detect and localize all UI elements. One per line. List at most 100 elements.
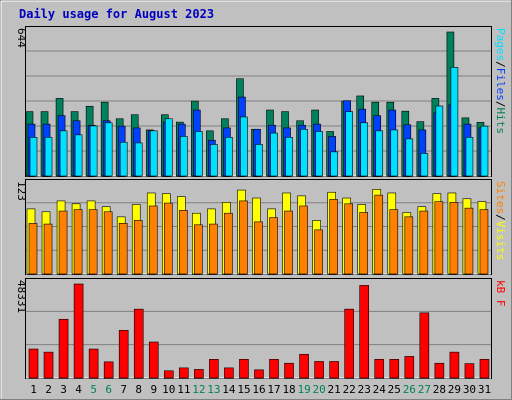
legend-item-sep: / xyxy=(494,101,507,108)
kbytes-bar xyxy=(404,356,415,379)
pages-bar xyxy=(435,105,444,177)
x-tick-label: 3 xyxy=(60,383,67,396)
y-max-label-middle: 123 xyxy=(15,181,28,201)
x-tick-label: 11 xyxy=(177,383,190,396)
sites-bar xyxy=(299,205,308,275)
legend-item-pages: Pages xyxy=(494,28,507,61)
kbytes-bar xyxy=(88,348,99,379)
pages-bar xyxy=(375,130,384,177)
pages-bar xyxy=(330,151,338,177)
series-sites xyxy=(28,194,489,275)
sites-bar xyxy=(314,229,323,275)
sites-bar xyxy=(148,205,158,275)
x-tick-label: 16 xyxy=(252,383,265,396)
sites-bar xyxy=(344,203,353,275)
pages-bar xyxy=(465,137,474,177)
x-tick-label: 12 xyxy=(192,383,205,396)
kbytes-bar xyxy=(374,359,385,379)
pages-bar xyxy=(104,122,113,177)
sites-bar xyxy=(209,223,218,275)
x-tick-label: 10 xyxy=(162,383,175,396)
panel-top: 644 Pages/Files/Hits xyxy=(15,26,507,177)
pages-bar xyxy=(315,131,323,177)
chart-title: Daily usage for August 2023 xyxy=(19,7,214,21)
sites-bar xyxy=(419,210,429,275)
pages-bar xyxy=(210,144,218,177)
pages-bar xyxy=(360,122,369,177)
x-tick-label: 9 xyxy=(150,383,157,396)
x-axis-labels: 1 2 3 4 5 6 7 8 9 10 11 12 13 14 15 16 17 18 19 20 21 22 23 24 2… xyxy=(30,383,491,396)
sites-bar xyxy=(194,224,203,275)
legend-item-sites: Sites xyxy=(494,181,507,214)
y-max-label-top: 644 xyxy=(15,28,28,48)
x-tick-label: 20 xyxy=(313,383,326,396)
kbytes-bar xyxy=(449,351,460,379)
kbytes-bar xyxy=(103,361,114,379)
kbytes-bar xyxy=(254,369,264,379)
pages-bar xyxy=(240,116,248,177)
sites-bar xyxy=(88,209,98,275)
pages-bar xyxy=(195,131,203,177)
sites-bar xyxy=(464,207,474,275)
kbytes-bar xyxy=(194,369,204,379)
sites-bar xyxy=(434,201,444,275)
kbytes-bar xyxy=(163,370,174,379)
panel-bottom: 48331 kB F xyxy=(15,278,507,379)
sites-bar xyxy=(103,211,113,275)
x-tick-label: 1 xyxy=(30,383,37,396)
kbytes-bar xyxy=(118,330,129,379)
kbytes-bar xyxy=(28,348,39,379)
kbytes-bar xyxy=(43,351,54,379)
sites-bar xyxy=(449,202,459,275)
x-tick-label: 26 xyxy=(403,383,416,396)
kbytes-bar xyxy=(269,359,279,379)
kbytes-bar xyxy=(389,359,400,379)
sites-bar xyxy=(179,210,188,275)
sites-bar xyxy=(404,216,414,275)
sites-bar xyxy=(133,220,143,275)
pages-bar xyxy=(164,118,173,177)
legend-item-files: Files xyxy=(494,68,507,101)
pages-bar xyxy=(74,134,83,177)
pages-bar xyxy=(89,125,98,177)
pages-bar xyxy=(255,144,263,177)
kbytes-bar xyxy=(133,308,144,379)
legend-item-sep: / xyxy=(494,61,507,68)
pages-bar xyxy=(345,111,353,177)
pages-bar xyxy=(44,137,53,177)
kbytes-bar xyxy=(479,359,490,379)
kbytes-bar xyxy=(284,362,294,379)
series-pages xyxy=(29,67,489,177)
sites-bar xyxy=(73,209,83,275)
sites-bar xyxy=(359,212,369,275)
kbytes-bar xyxy=(73,283,84,379)
pages-bar xyxy=(300,128,308,177)
x-tick-label: 19 xyxy=(297,383,310,396)
x-tick-label: 25 xyxy=(388,383,401,396)
sites-bar xyxy=(118,223,128,275)
x-tick-label: 8 xyxy=(135,383,142,396)
pages-bar xyxy=(480,125,489,177)
panel-middle: 123 Sites/Visits xyxy=(15,179,507,275)
kbytes-bar xyxy=(314,361,324,379)
pages-bar xyxy=(420,153,429,177)
sites-bar xyxy=(43,223,53,275)
x-tick-label: 23 xyxy=(358,383,371,396)
sites-bar xyxy=(284,210,293,275)
x-tick-label: 24 xyxy=(373,383,387,396)
pages-bar xyxy=(29,137,38,177)
pages-bar xyxy=(225,137,233,177)
pages-bar xyxy=(270,132,278,177)
pages-bar xyxy=(285,137,293,177)
kbytes-bar xyxy=(329,361,339,379)
sites-bar xyxy=(389,209,399,275)
x-tick-label: 18 xyxy=(282,383,295,396)
sites-bar xyxy=(374,194,384,275)
x-tick-label: 5 xyxy=(90,383,97,396)
kbytes-bar xyxy=(58,318,69,379)
kbytes-bar xyxy=(239,359,249,379)
kbytes-bar xyxy=(179,367,189,379)
kbytes-bar xyxy=(344,308,354,379)
x-tick-label: 29 xyxy=(448,383,461,396)
